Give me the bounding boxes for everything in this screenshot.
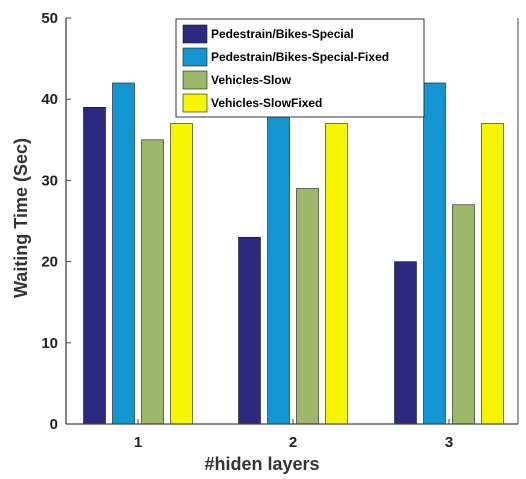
y-tick-label: 50	[41, 10, 58, 27]
legend-box	[175, 18, 425, 118]
legend-swatch-3	[182, 70, 208, 90]
bar-1-category-3	[394, 261, 417, 425]
bar-4-category-1	[170, 123, 193, 425]
legend-label-4: Vehicles-SlowFixed	[211, 96, 322, 110]
legend-swatch-2	[182, 47, 208, 67]
bar-3-category-3	[452, 204, 475, 425]
bars-group	[83, 82, 504, 425]
legend-label-1: Pedestrain/Bikes-Special	[211, 27, 354, 41]
y-axis-label: Waiting Time (Sec)	[11, 138, 31, 298]
y-tick-label: 20	[41, 254, 58, 271]
bar-2-category-2	[267, 82, 290, 425]
legend-label-3: Vehicles-Slow	[211, 73, 292, 87]
bar-2-category-3	[423, 82, 446, 425]
bar-2-category-1	[112, 82, 135, 425]
bar-3-category-1	[141, 139, 164, 425]
legend-swatch-1	[182, 24, 208, 44]
y-tick-label: 0	[50, 416, 58, 433]
legend-label-2: Pedestrain/Bikes-Special-Fixed	[211, 50, 389, 64]
bar-1-category-2	[238, 236, 261, 425]
legend-swatch-4	[182, 93, 208, 113]
x-axis-label: #hiden layers	[204, 454, 319, 474]
bar-3-category-2	[296, 188, 319, 425]
bar-4-category-3	[481, 123, 504, 425]
x-tick-label: 1	[134, 434, 142, 451]
bar-4-category-2	[325, 123, 348, 425]
bar-1-category-1	[83, 107, 106, 425]
x-ticks-group: 1 2 3	[134, 419, 453, 451]
x-tick-label: 3	[445, 434, 453, 451]
y-tick-label: 30	[41, 172, 58, 189]
legend: Pedestrain/Bikes-Special Pedestrain/Bikes…	[175, 18, 425, 118]
y-ticks-group: 0 10 20 30 40 50	[41, 10, 71, 433]
y-tick-label: 10	[41, 335, 58, 352]
x-tick-label: 2	[289, 434, 297, 451]
y-tick-label: 40	[41, 91, 58, 108]
